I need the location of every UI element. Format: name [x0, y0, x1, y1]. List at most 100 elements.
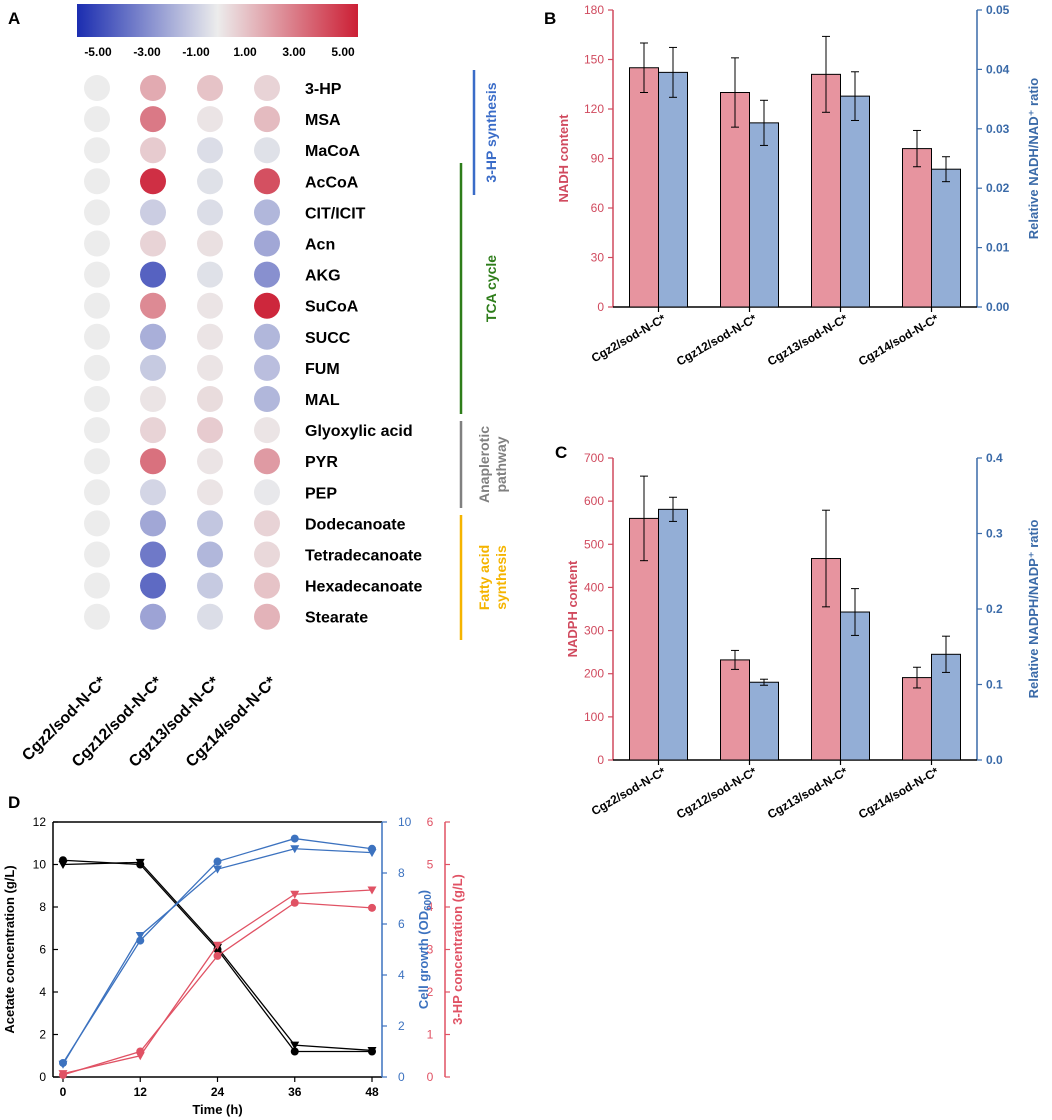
heatmap-cell [197, 572, 223, 599]
data-point [58, 1060, 68, 1069]
heatmap-cell [197, 199, 223, 226]
bar-right-series [840, 95, 870, 308]
heatmap-cell [254, 448, 280, 475]
heatmap-cell [197, 137, 223, 164]
heatmap-cell [84, 479, 110, 506]
heatmap-cell [254, 572, 280, 599]
metabolite-label: MaCoA [305, 143, 361, 160]
hp-axis-tick-label: 1 [427, 1028, 434, 1042]
nadph-bar-chart: 0 100 200 300 400 500 600 700 0.0 0.1 0.2 0.3 0.4 NAD… [565, 451, 1041, 822]
category-label: Cgz12/sod-N-C* [674, 311, 759, 368]
heatmap-cell [84, 230, 110, 257]
heatmap-cell [84, 292, 110, 319]
data-point [290, 890, 300, 899]
growth-axis-tick-label: 2 [398, 1019, 405, 1033]
right-axis-tick-label: 0.0 [986, 753, 1003, 767]
heatmap-cell [254, 386, 280, 412]
panel-label-c: C [555, 443, 567, 462]
heatmap-cell [197, 230, 223, 257]
heatmap-cell [140, 572, 166, 599]
hp-axis-tick-label: 0 [427, 1070, 434, 1084]
heatmap-cell [197, 448, 223, 475]
metabolite-label: Tetradecanoate [305, 548, 422, 565]
heatmap-cell [84, 386, 110, 412]
data-point [135, 931, 145, 940]
left-axis-tick-label: 0 [597, 300, 604, 314]
left-axis-tick-label: 90 [591, 152, 605, 166]
heatmap-cell [84, 448, 110, 475]
left-axis-tick-label: 150 [584, 53, 604, 67]
left-axis-tick-label: 400 [584, 580, 604, 594]
heatmap-cells [84, 75, 280, 630]
colorbar-tick-label: 1.00 [233, 45, 257, 59]
heatmap-cell [254, 292, 280, 319]
growth-axis-tick-label: 4 [398, 968, 405, 982]
right-axis-label: Relative NADPH/NADP⁺ ratio [1026, 520, 1041, 699]
heatmap-cell [140, 417, 166, 444]
right-axis-tick-label: 0.2 [986, 602, 1003, 616]
heatmap-cell [197, 354, 223, 381]
series-line [62, 889, 373, 1075]
heatmap-cell [197, 417, 223, 444]
left-axis-tick-label: 300 [584, 624, 604, 638]
x-axis-label: Time (h) [192, 1102, 242, 1117]
heatmap-cell [254, 261, 280, 288]
bar-left-series [811, 73, 841, 308]
data-point [213, 865, 222, 874]
right-axis-tick-label: 0.03 [986, 122, 1010, 136]
heatmap-cell [254, 510, 280, 537]
x-axis-tick-label: 24 [211, 1085, 225, 1099]
left-axis-tick-label: 0 [597, 753, 604, 767]
category-label: Cgz14/sod-N-C* [856, 311, 941, 368]
metabolite-label: Glyoxylic acid [305, 423, 413, 440]
metabolite-label: Dodecanoate [305, 516, 406, 533]
metabolite-label: FUM [305, 361, 340, 378]
right-axis-tick-label: 0.01 [986, 241, 1010, 255]
data-point [367, 849, 377, 858]
growth-axis-tick-label: 6 [398, 917, 405, 931]
left-axis-tick-label: 200 [584, 667, 604, 681]
heatmap-cell [254, 199, 280, 226]
heatmap-cell [197, 106, 223, 133]
heatmap-cell [84, 572, 110, 599]
left-axis-tick-label: 180 [584, 3, 604, 17]
hp-axis-tick-label: 4 [427, 900, 434, 914]
bar-left-series [629, 67, 659, 308]
heatmap-cell [84, 75, 110, 101]
left-axis-label: NADH content [556, 114, 571, 203]
data-point [290, 1047, 299, 1056]
heatmap-cell [254, 479, 280, 506]
bar-left-series [720, 659, 750, 761]
metabolite-label: SuCoA [305, 299, 359, 316]
heatmap-cell [197, 292, 223, 319]
heatmap-cell [140, 75, 166, 101]
data-point [213, 951, 222, 960]
colorbar-tick-label: 5.00 [331, 45, 355, 59]
growth-axis-tick-label: 10 [398, 815, 412, 829]
colorbar-ticks: -5.00 -3.00 -1.00 1.00 3.00 5.00 [84, 45, 355, 59]
heatmap-cell [84, 261, 110, 288]
heatmap-cell [254, 106, 280, 133]
heatmap-cell [197, 541, 223, 568]
heatmap-cell [140, 448, 166, 475]
panel-label-b: B [544, 9, 556, 28]
nadh-bar-chart: 0 30 60 90 120 150 180 0.00 0.01 0.02 0.03 0.04 0.05… [556, 3, 1041, 369]
right-axis-tick-label: 0.04 [986, 62, 1010, 76]
acetate-axis-tick-label: 8 [39, 900, 46, 914]
left-axis-tick-label: 30 [591, 251, 605, 265]
x-axis-tick-label: 0 [60, 1085, 67, 1099]
right-axis-tick-label: 0.05 [986, 3, 1010, 17]
heatmap-cell [197, 479, 223, 506]
colorbar-tick-label: -5.00 [84, 45, 112, 59]
acetate-axis-tick-label: 10 [33, 858, 47, 872]
acetate-axis-tick-label: 0 [39, 1070, 46, 1084]
heatmap-cell [84, 106, 110, 133]
bar-right-series [749, 681, 779, 761]
heatmap-cell [84, 323, 110, 350]
heatmap-cell [84, 541, 110, 568]
bar-right-series [931, 168, 961, 308]
heatmap-cell [140, 510, 166, 537]
bar-right-series [749, 122, 779, 308]
left-axis-tick-label: 120 [584, 102, 604, 116]
